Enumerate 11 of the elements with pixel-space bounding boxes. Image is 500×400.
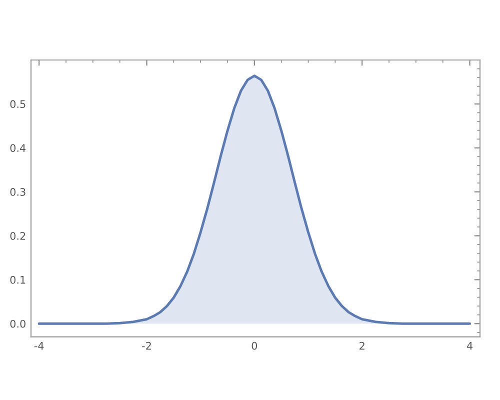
y-tick-label: 0.0 (10, 320, 26, 328)
y-tick-label: 0.5 (10, 100, 26, 108)
y-tick-label: 0.3 (10, 188, 26, 196)
x-tick-label: 4 (466, 342, 472, 350)
x-tick-label: 0 (252, 342, 258, 350)
x-tick-label: -2 (142, 342, 151, 350)
x-tick-label: 2 (360, 342, 364, 350)
y-tick-label: 0.2 (10, 232, 26, 240)
y-tick-label: 0.4 (10, 144, 26, 152)
y-tick-label: 0.1 (10, 276, 26, 284)
x-tick-label: -4 (34, 342, 44, 350)
